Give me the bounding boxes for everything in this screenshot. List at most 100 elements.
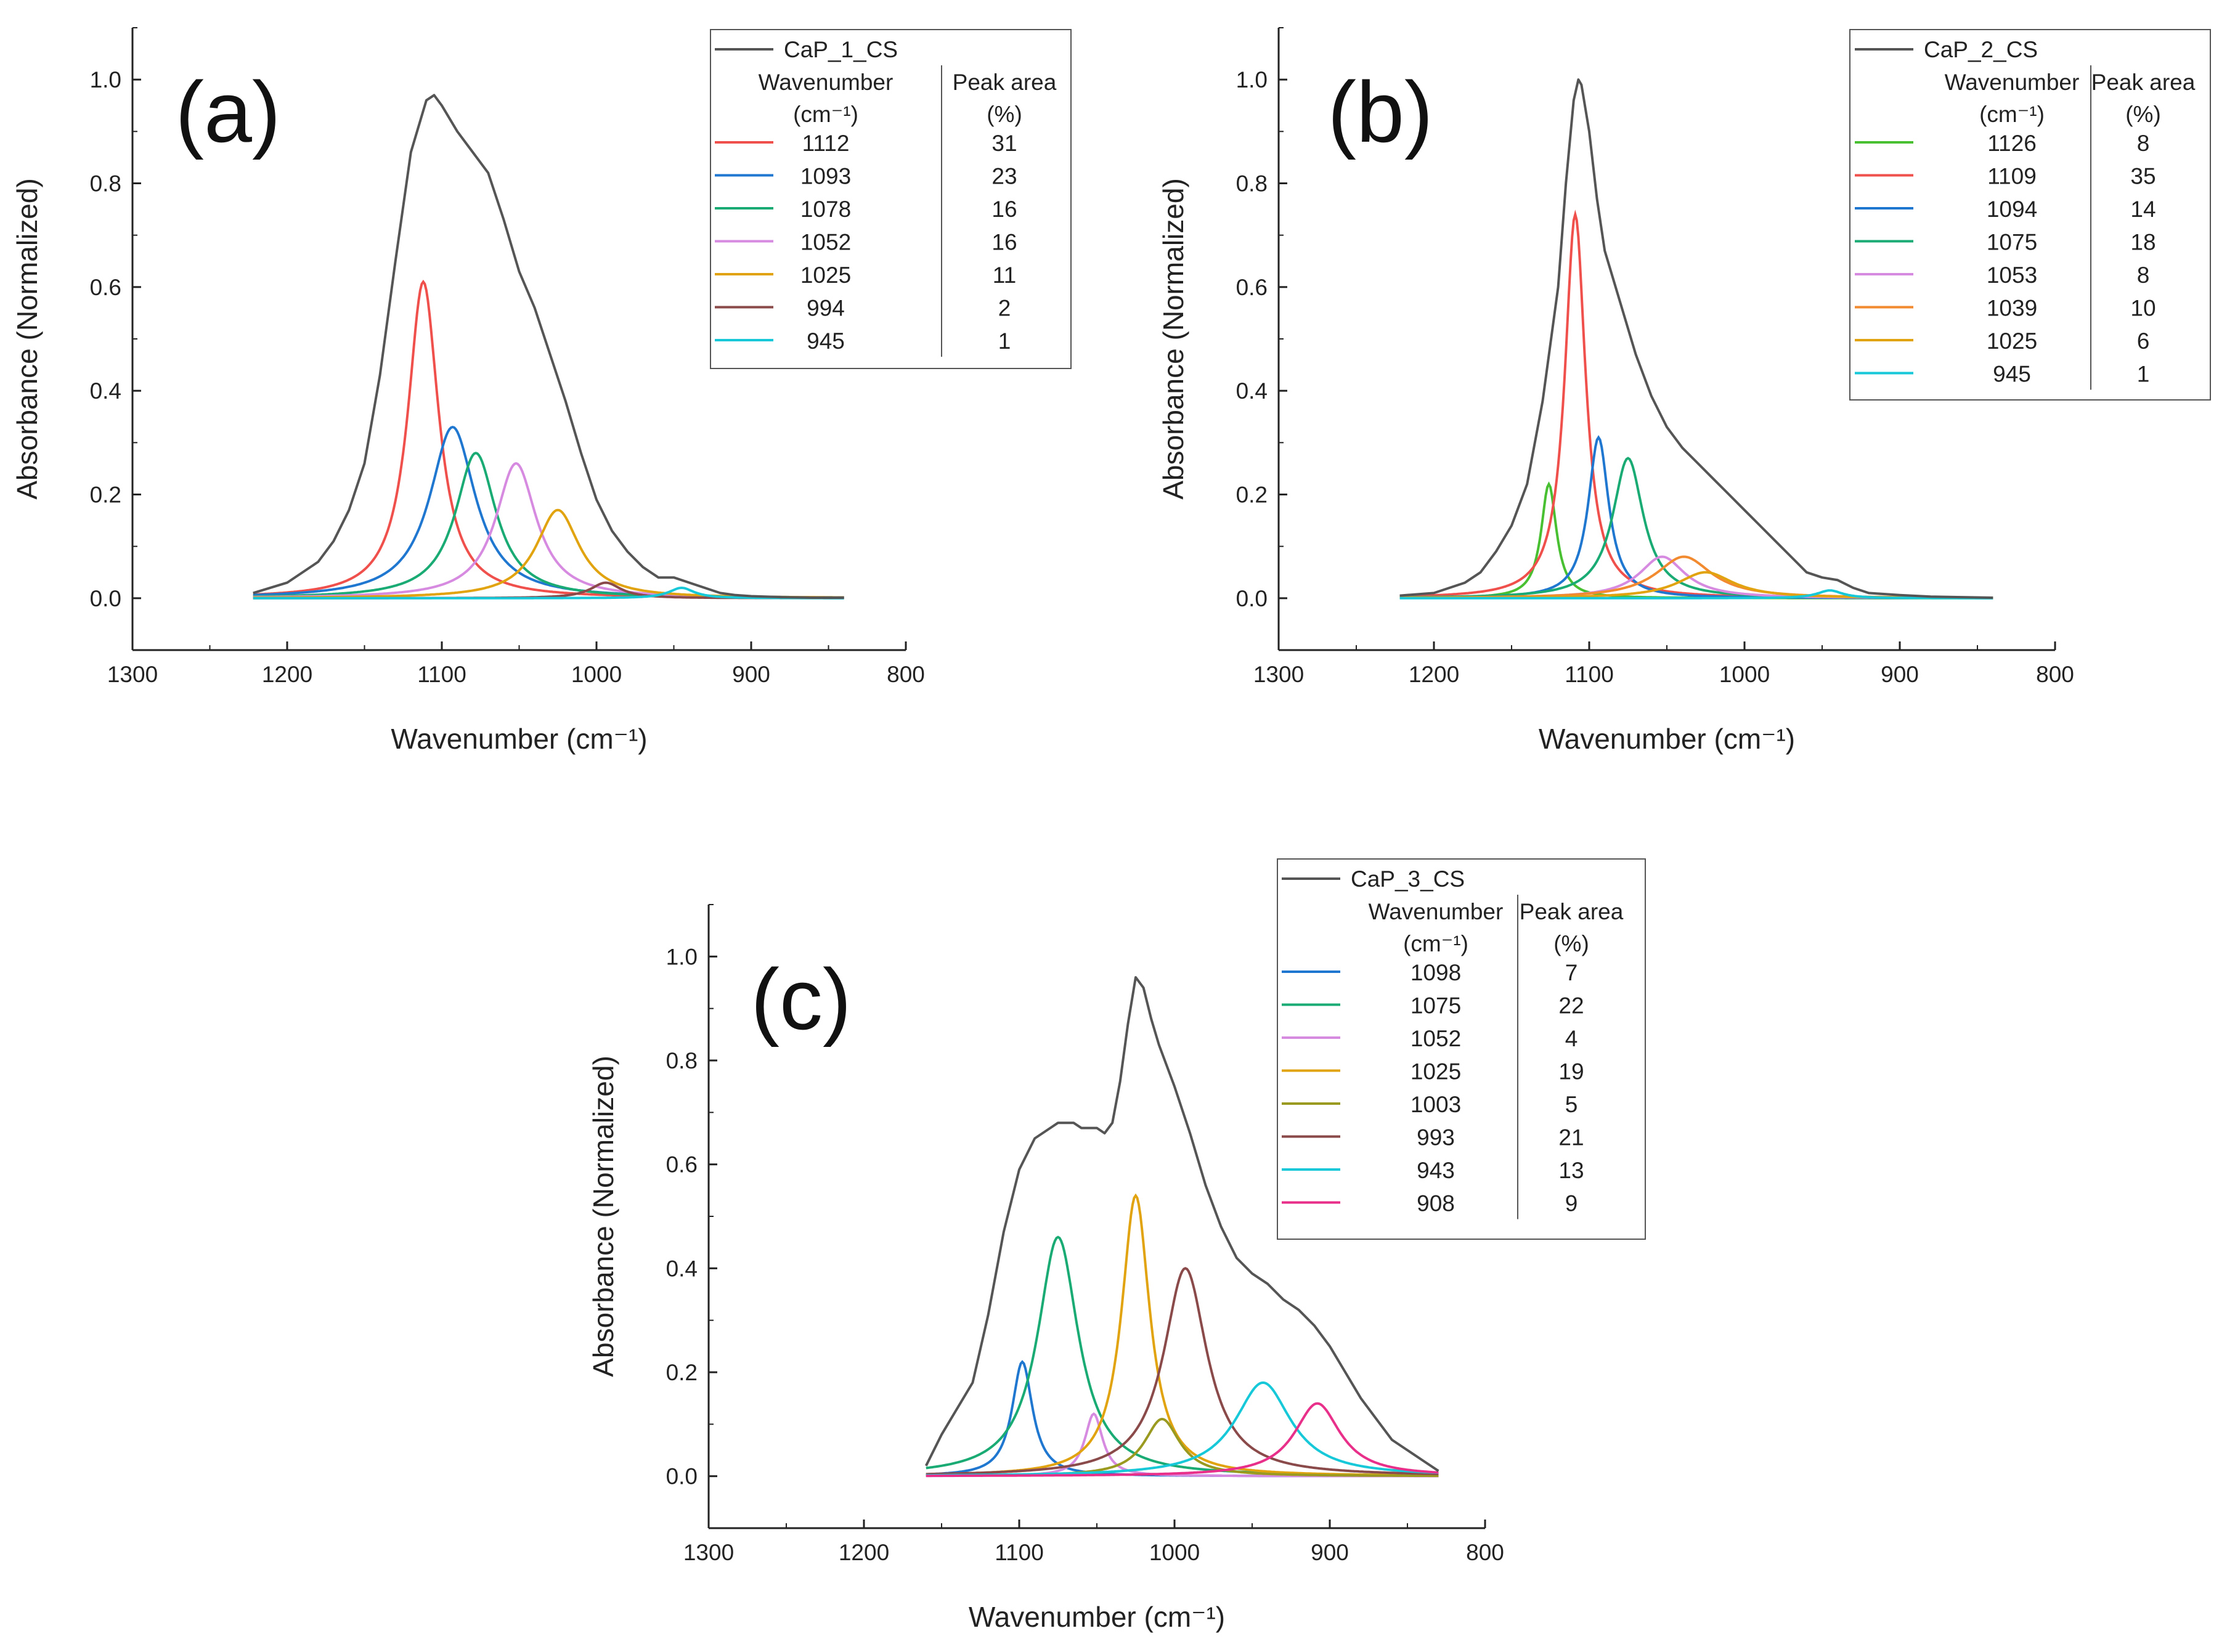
y-tick-label: 0.0 xyxy=(1236,586,1268,611)
peak-curve xyxy=(253,586,844,600)
total-spectrum-line xyxy=(1399,78,1993,599)
peak-curve xyxy=(1399,457,1993,600)
y-tick-label: 1.0 xyxy=(666,944,698,969)
x-tick-label: 900 xyxy=(732,662,770,687)
y-tick-label: 0.6 xyxy=(90,275,121,300)
y-tick-label: 0.4 xyxy=(666,1256,698,1281)
legend-header-percent: (%) xyxy=(2125,102,2161,127)
panel-label: (a) xyxy=(175,63,280,160)
x-tick-label: 1100 xyxy=(995,1540,1044,1565)
legend-wavenumber: 1039 xyxy=(1987,296,2037,321)
legend-wavenumber: 1078 xyxy=(800,197,851,222)
legend-wavenumber: 943 xyxy=(1417,1158,1455,1183)
legend: CaP_2_CS Wavenumber Peak area (cm⁻¹) (%) 1126… xyxy=(1849,29,2211,401)
legend-area: 2 xyxy=(998,296,1011,321)
y-tick-label: 0.8 xyxy=(666,1048,698,1073)
legend-area: 1 xyxy=(2137,362,2150,387)
y-tick-label: 0.4 xyxy=(1236,378,1268,404)
x-tick-label: 900 xyxy=(1881,662,1919,687)
x-tick-label: 1100 xyxy=(1565,662,1614,687)
legend-area: 6 xyxy=(2137,328,2150,354)
legend-wavenumber: 1126 xyxy=(1987,131,2037,156)
legend-header-wavenumber: Wavenumber xyxy=(759,70,894,95)
legend-wavenumber: 1052 xyxy=(800,230,851,255)
legend-wavenumber: 945 xyxy=(807,328,845,354)
legend-area: 22 xyxy=(1558,993,1584,1019)
y-tick-label: 0.6 xyxy=(1236,275,1268,300)
legend-wavenumber: 1025 xyxy=(1411,1059,1461,1084)
legend-header-wavenumber: Wavenumber xyxy=(1369,899,1504,924)
legend-wavenumber: 1053 xyxy=(1987,262,2037,288)
x-tick-label: 900 xyxy=(1311,1540,1349,1565)
legend-wavenumber: 1025 xyxy=(800,262,851,288)
total-spectrum-line xyxy=(253,94,844,599)
x-tick-label: 1100 xyxy=(417,662,466,687)
legend-header-percent: (%) xyxy=(1553,931,1589,956)
y-tick-label: 0.6 xyxy=(666,1152,698,1178)
x-tick-label: 1000 xyxy=(571,662,622,687)
x-tick-label: 800 xyxy=(887,662,925,687)
legend-area: 16 xyxy=(991,197,1017,222)
legend-header-area: Peak area xyxy=(953,70,1057,95)
legend-area: 7 xyxy=(1565,960,1578,985)
y-tick-label: 0.8 xyxy=(90,171,121,197)
peak-curve xyxy=(1399,589,1993,600)
y-axis-label: Absorbance (Normalized) xyxy=(587,1056,619,1377)
x-axis-label: Wavenumber (cm⁻¹) xyxy=(969,1601,1225,1633)
legend-wavenumber: 1093 xyxy=(800,164,851,189)
y-tick-label: 0.2 xyxy=(1236,482,1268,508)
legend-wavenumber: 908 xyxy=(1417,1191,1455,1216)
x-tick-label: 800 xyxy=(1466,1540,1504,1565)
legend-wavenumber: 994 xyxy=(807,296,845,321)
legend-wavenumber: 1109 xyxy=(1987,164,2037,189)
legend-label-total: CaP_2_CS xyxy=(1924,37,2038,62)
y-tick-label: 1.0 xyxy=(90,67,121,92)
legend-area: 9 xyxy=(1565,1191,1578,1216)
legend-area: 10 xyxy=(2130,296,2156,321)
legend-area: 1 xyxy=(998,328,1011,354)
legend: CaP_3_CS Wavenumber Peak area (cm⁻¹) (%) 1098… xyxy=(1277,858,1646,1240)
legend-area: 16 xyxy=(991,230,1017,255)
x-axis-label: Wavenumber (cm⁻¹) xyxy=(391,723,647,755)
legend-wavenumber: 1112 xyxy=(802,131,850,156)
peak-curve xyxy=(253,462,844,599)
legend-area: 8 xyxy=(2137,131,2150,156)
x-tick-label: 1000 xyxy=(1149,1540,1200,1565)
legend-area: 19 xyxy=(1558,1059,1584,1084)
legend-wavenumber: 1098 xyxy=(1411,960,1461,985)
y-tick-label: 0.8 xyxy=(1236,171,1268,197)
chart-panel: 0.0 0.2 0.4 0.6 0.8 1.0 1300 1200 1100 1000 900 800… xyxy=(11,27,1072,755)
legend-area: 13 xyxy=(1558,1158,1584,1183)
legend-wavenumber: 1052 xyxy=(1411,1026,1461,1051)
legend-area: 14 xyxy=(2130,197,2156,222)
panel-label: (b) xyxy=(1327,63,1433,160)
x-axis-label: Wavenumber (cm⁻¹) xyxy=(1539,723,1795,755)
legend-area: 21 xyxy=(1558,1125,1584,1150)
peak-curve xyxy=(926,1360,1439,1478)
y-axis-label: Absorbance (Normalized) xyxy=(11,178,43,500)
legend-label-total: CaP_3_CS xyxy=(1351,866,1465,892)
legend-header-area: Peak area xyxy=(1520,899,1624,924)
legend-area: 23 xyxy=(991,164,1017,189)
x-tick-label: 1200 xyxy=(1409,662,1459,687)
legend-wavenumber: 1003 xyxy=(1411,1092,1461,1117)
legend-wavenumber: 1075 xyxy=(1411,993,1461,1019)
legend-header-unit: (cm⁻¹) xyxy=(1979,102,2045,127)
legend-box xyxy=(710,29,1072,369)
y-tick-label: 0.0 xyxy=(90,586,121,611)
legend-header-percent: (%) xyxy=(987,102,1022,127)
x-tick-label: 800 xyxy=(2036,662,2074,687)
x-tick-label: 1300 xyxy=(1253,662,1304,687)
legend-wavenumber: 1025 xyxy=(1987,328,2037,354)
legend-header-unit: (cm⁻¹) xyxy=(1403,931,1468,956)
y-tick-label: 0.2 xyxy=(666,1360,698,1385)
legend-area: 8 xyxy=(2137,262,2150,288)
chart-panel: 0.0 0.2 0.4 0.6 0.8 1.0 1300 1200 1100 1000 900 800… xyxy=(1157,27,2211,755)
legend-box xyxy=(1277,858,1646,1240)
chart-panel: 0.0 0.2 0.4 0.6 0.8 1.0 1300 1200 1100 1000 900 800… xyxy=(587,858,1646,1633)
legend-area: 11 xyxy=(993,262,1016,288)
y-tick-label: 1.0 xyxy=(1236,67,1268,92)
legend-box xyxy=(1849,29,2211,401)
